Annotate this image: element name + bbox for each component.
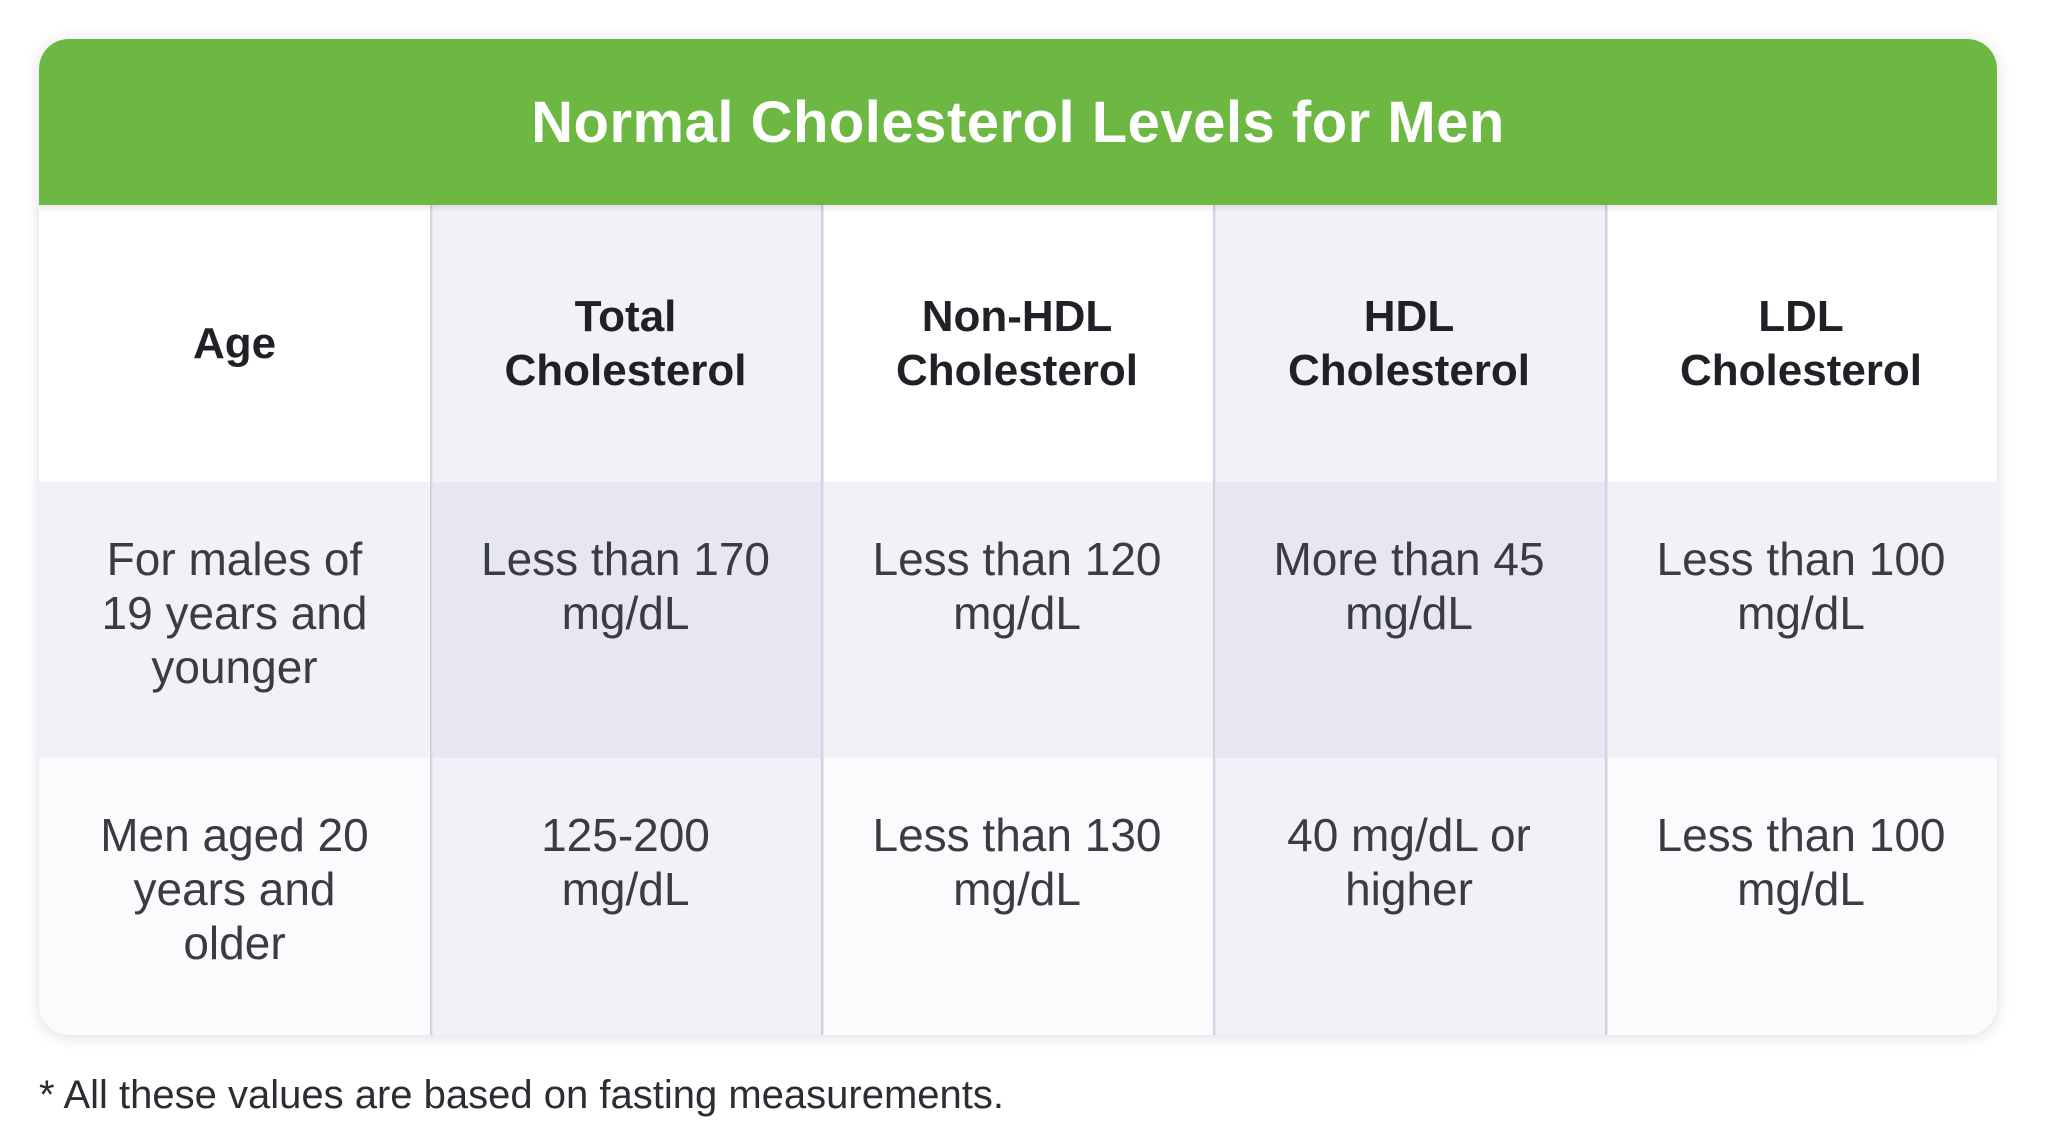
table-cell-total-row2: 125-200 mg/dL [430,758,821,1035]
table-cell-non-hdl-row1: Less than 120 mg/dL [821,482,1213,758]
cholesterol-table: Age Total Cholesterol Non-HDL Cholestero… [39,205,1997,1035]
table-cell-ldl-row1: Less than 100 mg/dL [1605,482,1997,758]
cholesterol-table-card: Normal Cholesterol Levels for Men Age To… [39,39,1997,1035]
table-cell-non-hdl-row2: Less than 130 mg/dL [821,758,1213,1035]
header-hdl-cholesterol: HDL Cholesterol [1213,205,1605,482]
footnote: * All these values are based on fasting … [39,1073,1004,1117]
table-cell-ldl-row2: Less than 100 mg/dL [1605,758,1997,1035]
table-cell-hdl-row1: More than 45 mg/dL [1213,482,1605,758]
header-non-hdl-cholesterol: Non-HDL Cholesterol [821,205,1213,482]
table-cell-hdl-row2: 40 mg/dL or higher [1213,758,1605,1035]
table-title: Normal Cholesterol Levels for Men [531,89,1505,155]
table-cell-age-row1: For males of 19 years and younger [39,482,430,758]
table-cell-age-row2: Men aged 20 years and older [39,758,430,1035]
header-age: Age [39,205,430,482]
header-ldl-cholesterol: LDL Cholesterol [1605,205,1997,482]
table-cell-total-row1: Less than 170 mg/dL [430,482,821,758]
title-banner: Normal Cholesterol Levels for Men [39,39,1997,205]
header-total-cholesterol: Total Cholesterol [430,205,821,482]
